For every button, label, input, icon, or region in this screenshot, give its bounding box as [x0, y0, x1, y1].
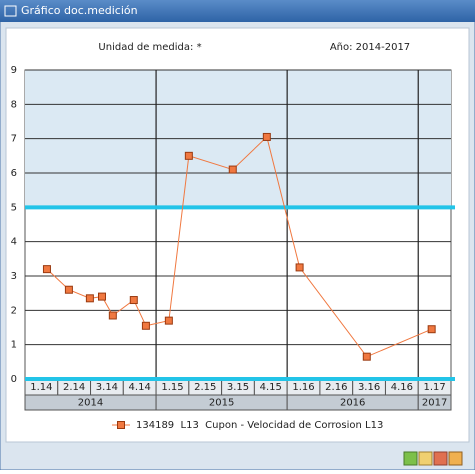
window-title: Gráfico doc.medición	[21, 4, 138, 17]
point	[262, 132, 271, 141]
point	[295, 263, 304, 272]
y-tick-label: 1	[11, 340, 17, 351]
button-ok[interactable]	[403, 451, 418, 466]
x-tick-label: 3.14	[96, 382, 118, 393]
group-label: 2015	[209, 398, 234, 409]
header-left: Unidad de medida: *	[98, 42, 201, 53]
x-tick-label: 1.17	[423, 382, 445, 393]
button-settings[interactable]	[448, 451, 463, 466]
point	[184, 151, 193, 160]
x-tick-label: 2.15	[194, 382, 216, 393]
point	[98, 292, 107, 301]
x-tick-label: 1.16	[292, 382, 314, 393]
title-bar	[0, 0, 475, 22]
x-tick-label: 4.15	[260, 382, 282, 393]
point	[362, 352, 371, 361]
x-tick-label: 1.14	[30, 382, 52, 393]
y-tick-label: 7	[11, 134, 17, 145]
x-tick-label: 3.16	[358, 382, 380, 393]
y-tick-label: 6	[11, 168, 17, 179]
point	[228, 165, 237, 174]
point	[64, 285, 73, 294]
point	[129, 296, 138, 305]
group-label: 2014	[78, 398, 103, 409]
point	[141, 321, 150, 330]
group-cell	[417, 394, 452, 411]
title-icon	[4, 5, 17, 17]
y-tick-label: 4	[11, 237, 17, 248]
x-tick-label: 1.15	[161, 382, 183, 393]
x-tick-label: 3.15	[227, 382, 249, 393]
point	[85, 294, 94, 303]
header-right: Año: 2014-2017	[330, 42, 410, 53]
point	[427, 325, 436, 334]
x-tick-label: 4.14	[129, 382, 151, 393]
x-tick-label: 2.14	[63, 382, 85, 393]
button-table[interactable]	[418, 451, 433, 466]
button-chart[interactable]	[433, 451, 448, 466]
x-tick-label: 2.16	[325, 382, 347, 393]
group-label: 2017	[422, 398, 447, 409]
x-tick-label: 4.16	[391, 382, 413, 393]
legend-label: 134189 L13 Cupon - Velocidad de Corrosio…	[136, 420, 383, 431]
point	[164, 316, 173, 325]
y-tick-label: 2	[11, 305, 17, 316]
point	[108, 311, 117, 320]
y-tick-label: 3	[11, 271, 17, 282]
y-tick-label: 5	[11, 202, 17, 213]
y-tick-label: 0	[11, 374, 17, 385]
point	[42, 265, 51, 274]
y-tick-label: 8	[11, 99, 17, 110]
group-label: 2016	[340, 398, 365, 409]
toolbar	[403, 451, 463, 466]
legend-marker	[117, 421, 125, 429]
y-tick-label: 9	[11, 65, 17, 76]
